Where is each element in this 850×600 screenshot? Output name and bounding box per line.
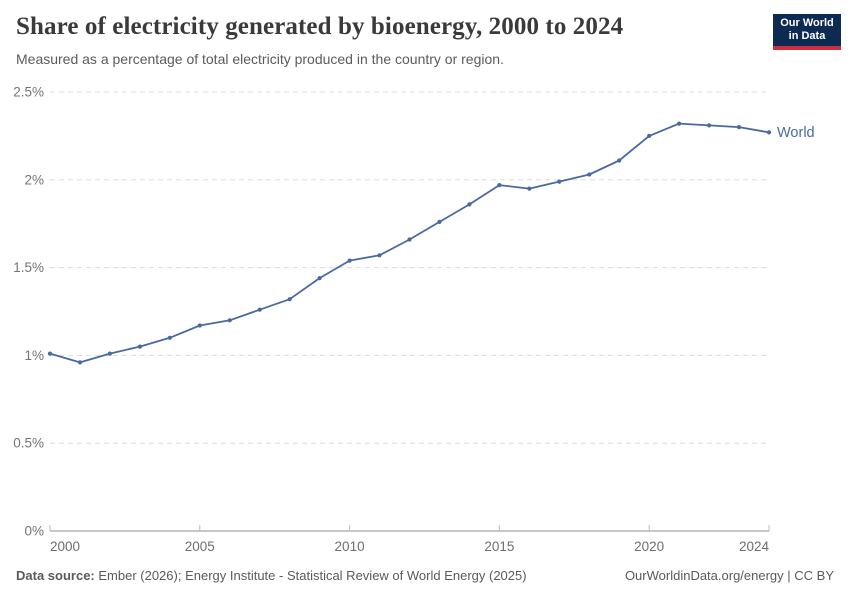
data-source-label: Data source: xyxy=(16,568,95,583)
series-end-label[interactable]: World xyxy=(777,125,815,141)
world-data-point-2020[interactable] xyxy=(647,133,652,138)
y-axis-label-0.5%: 0.5% xyxy=(13,436,44,451)
x-axis-label-2000: 2000 xyxy=(50,539,80,554)
world-data-point-2014[interactable] xyxy=(467,202,472,207)
world-data-point-2007[interactable] xyxy=(257,307,262,312)
world-data-point-2000[interactable] xyxy=(47,351,53,356)
world-data-point-2021[interactable] xyxy=(677,121,682,126)
data-source: Data source: Ember (2026); Energy Instit… xyxy=(16,568,527,583)
world-data-point-2003[interactable] xyxy=(137,344,142,349)
x-axis-label-2005: 2005 xyxy=(185,539,215,554)
owid-credit-link[interactable]: OurWorldinData.org/energy | CC BY xyxy=(624,568,834,583)
world-data-point-2013[interactable] xyxy=(437,219,442,224)
y-axis-label-2.5%: 2.5% xyxy=(13,85,44,100)
world-data-point-2004[interactable] xyxy=(167,335,172,340)
x-axis-label-2010: 2010 xyxy=(335,539,365,554)
world-data-point-2010[interactable] xyxy=(347,258,352,263)
world-series-line[interactable] xyxy=(49,122,770,364)
y-axis-label-0%: 0% xyxy=(24,524,44,539)
page-subtitle: Measured as a percentage of total electr… xyxy=(16,51,504,67)
page-title: Share of electricity generated by bioene… xyxy=(16,13,624,40)
world-data-point-2017[interactable] xyxy=(557,179,562,184)
world-data-point-2005[interactable] xyxy=(197,323,202,328)
owid-logo-line1: Our World xyxy=(780,17,834,29)
x-axis-label-2024: 2024 xyxy=(739,539,770,554)
x-axis-label-2020: 2020 xyxy=(634,539,664,554)
world-data-point-2023[interactable] xyxy=(736,125,742,130)
world-data-point-2015[interactable] xyxy=(497,183,502,188)
data-source-text: Ember (2026); Energy Institute - Statist… xyxy=(94,568,527,583)
world-data-point-2009[interactable] xyxy=(317,276,322,281)
world-data-point-2008[interactable] xyxy=(287,297,292,302)
y-axis-label-1%: 1% xyxy=(24,348,44,363)
chart-footer: Data source: Ember (2026); Energy Instit… xyxy=(16,568,834,583)
world-data-point-2019[interactable] xyxy=(617,158,622,163)
world-data-point-2016[interactable] xyxy=(527,186,532,191)
world-data-point-2018[interactable] xyxy=(587,172,592,177)
owid-logo-line2: in Data xyxy=(788,30,826,42)
y-axis-label-2%: 2% xyxy=(24,172,44,187)
world-data-point-2011[interactable] xyxy=(377,253,382,258)
x-axis-label-2015: 2015 xyxy=(484,539,514,554)
world-data-point-2022[interactable] xyxy=(707,123,712,128)
y-axis-label-1.5%: 1.5% xyxy=(13,260,44,275)
world-data-point-2024[interactable] xyxy=(766,130,772,135)
owid-logo[interactable]: Our World in Data xyxy=(773,14,841,50)
world-data-point-2002[interactable] xyxy=(107,351,112,356)
world-data-point-2012[interactable] xyxy=(407,237,412,242)
world-data-point-2001[interactable] xyxy=(77,360,83,365)
world-data-point-2006[interactable] xyxy=(227,318,232,323)
